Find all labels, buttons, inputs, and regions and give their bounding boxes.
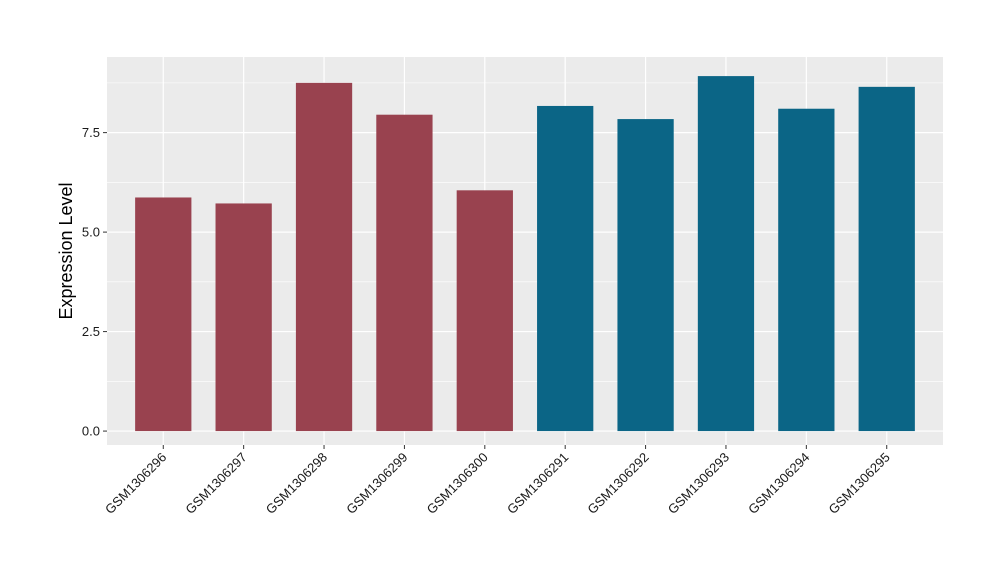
bar-GSM1306300 <box>456 190 513 432</box>
y-axis-title: Expression Level <box>56 182 76 319</box>
bar-GSM1306294 <box>778 108 835 432</box>
x-tick-label: GSM1306298 <box>263 450 330 517</box>
x-tick-label: GSM1306300 <box>424 450 491 517</box>
x-tick-label: GSM1306291 <box>504 450 571 517</box>
bar-GSM1306296 <box>135 197 192 432</box>
bar-GSM1306298 <box>295 82 353 432</box>
bar-GSM1306295 <box>858 86 915 432</box>
bar-GSM1306292 <box>617 119 674 432</box>
x-tick-label: GSM1306292 <box>584 450 651 517</box>
y-tick-label: 5.0 <box>82 225 100 240</box>
x-tick-label: GSM1306297 <box>182 450 249 517</box>
bar-GSM1306293 <box>697 76 755 432</box>
bar-GSM1306297 <box>215 203 272 432</box>
bar-GSM1306291 <box>537 105 594 432</box>
y-axis: 0.0 2.5 5.0 7.5 <box>82 125 107 439</box>
y-tick-label: 7.5 <box>82 125 100 140</box>
x-tick-label: GSM1306294 <box>745 450 812 517</box>
y-tick-label: 0.0 <box>82 424 100 439</box>
x-tick-label: GSM1306295 <box>826 450 893 517</box>
x-tick-label: GSM1306293 <box>665 450 732 517</box>
x-tick-label: GSM1306299 <box>343 450 410 517</box>
bar-GSM1306299 <box>376 114 433 432</box>
bars <box>135 76 915 432</box>
x-tick-label: GSM1306296 <box>102 450 169 517</box>
x-axis: GSM1306296 GSM1306297 GSM1306298 GSM1306299… <box>102 445 893 517</box>
y-tick-label: 2.5 <box>82 324 100 339</box>
